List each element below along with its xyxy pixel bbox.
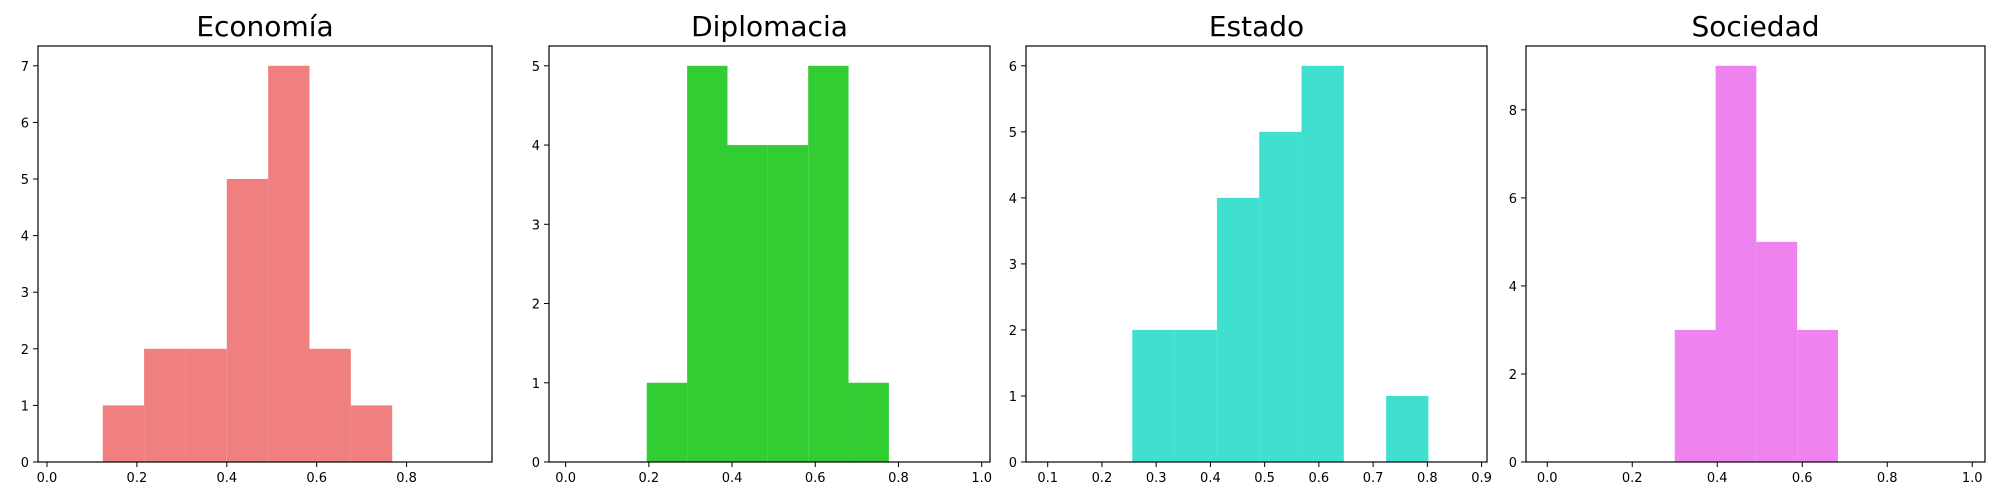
axes-frame <box>548 45 991 463</box>
y-tick-label: 5 <box>532 60 540 75</box>
y-tick-label: 6 <box>21 116 29 131</box>
x-tick-label: 0.4 <box>722 471 743 486</box>
x-tick-label: 0.8 <box>888 471 909 486</box>
x-tick-label: 0.6 <box>306 471 327 486</box>
panel-title: Estado <box>1209 10 1304 43</box>
y-tick-label: 2 <box>21 343 29 358</box>
panel-title: Sociedad <box>1691 10 1819 43</box>
x-tick-label: 0.7 <box>1363 471 1384 486</box>
y-tick-label: 2 <box>1009 324 1017 339</box>
y-tick-label: 6 <box>1509 192 1517 207</box>
y-tick-label: 4 <box>1509 280 1517 295</box>
x-tick-label: 0.8 <box>396 471 417 486</box>
histogram-bar <box>309 348 351 462</box>
x-tick-label: 0.6 <box>1309 471 1330 486</box>
x-tick-label: 0.4 <box>216 471 237 486</box>
y-tick-label: 0 <box>532 456 540 471</box>
histogram-bar <box>1174 329 1217 462</box>
histogram-bar <box>1132 329 1175 462</box>
histogram-bar <box>185 348 227 462</box>
y-tick-label: 2 <box>532 298 540 313</box>
x-tick-label: 0.9 <box>1471 471 1492 486</box>
x-tick-label: 0.2 <box>1622 471 1643 486</box>
panel-diplomacia: Diplomacia 0.0 0.2 0.4 0.6 0.8 1.0 0 1 2 3 4 5 <box>532 10 992 486</box>
x-tick-label: 0.8 <box>1417 471 1438 486</box>
histogram-bar <box>1216 197 1260 462</box>
y-tick-label: 3 <box>532 218 540 233</box>
axes-frame <box>1025 45 1488 463</box>
x-tick-label: 0.6 <box>805 471 826 486</box>
histogram-bar <box>1756 241 1798 462</box>
histogram-bar <box>808 65 849 463</box>
y-tick-label: 4 <box>532 139 540 154</box>
y-tick-label: 1 <box>21 399 29 414</box>
panel-estado: Estado 0.1 0.2 0.3 0.4 0.5 0.6 0.7 0.8 0.9 0 1 2 3 4 5… <box>1009 10 1492 486</box>
x-tick-label: 0.0 <box>37 471 58 486</box>
x-tick-label: 0.4 <box>1707 471 1728 486</box>
y-tick-label: 3 <box>1009 258 1017 273</box>
y-tick-label: 5 <box>21 173 29 188</box>
y-tick-label: 0 <box>21 456 29 471</box>
y-tick-label: 2 <box>1509 368 1517 383</box>
y-tick-label: 0 <box>1009 456 1017 471</box>
x-tick-label: 0.3 <box>1146 471 1167 486</box>
x-tick-label: 0.2 <box>127 471 148 486</box>
panel-sociedad: Sociedad 0.0 0.2 0.4 0.6 0.8 1.0 0 2 4 6 8 <box>1509 10 1986 486</box>
histogram-bar <box>1715 65 1757 463</box>
panel-economia: Economía 0.0 0.2 0.4 0.6 0.8 0 1 2 3 4 5 6 7 <box>21 10 493 486</box>
y-tick-label: 4 <box>1009 192 1017 207</box>
histogram-bar <box>848 382 889 462</box>
y-tick-label: 1 <box>532 377 540 392</box>
y-tick-label: 1 <box>1009 390 1017 405</box>
histogram-bar <box>1797 329 1838 462</box>
y-tick-label: 7 <box>21 60 29 75</box>
x-tick-label: 0.6 <box>1792 471 1813 486</box>
x-tick-label: 0.0 <box>1537 471 1558 486</box>
histogram-bar <box>226 179 269 462</box>
x-tick-label: 0.5 <box>1254 471 1275 486</box>
histogram-bar <box>767 145 809 463</box>
y-tick-label: 6 <box>1009 60 1017 75</box>
x-tick-label: 0.2 <box>639 471 660 486</box>
histogram-bar <box>268 65 310 463</box>
y-tick-label: 3 <box>21 286 29 301</box>
histogram-bar <box>687 65 728 463</box>
x-tick-label: 1.0 <box>1962 471 1983 486</box>
y-tick-label: 8 <box>1509 104 1517 119</box>
histogram-bar <box>646 382 688 462</box>
x-tick-label: 1.0 <box>971 471 992 486</box>
x-tick-label: 0.4 <box>1200 471 1221 486</box>
panel-title: Diplomacia <box>691 10 848 43</box>
panel-title: Economía <box>196 10 333 43</box>
y-tick-label: 4 <box>21 230 29 245</box>
x-tick-label: 0.2 <box>1092 471 1113 486</box>
histogram-bar <box>144 348 186 462</box>
x-tick-label: 0.0 <box>555 471 576 486</box>
histogram-bar <box>1301 65 1344 463</box>
axes-frame <box>1525 45 1986 463</box>
axes-frame <box>37 45 493 463</box>
histogram-bar <box>1386 395 1429 462</box>
y-tick-label: 0 <box>1509 456 1517 471</box>
histogram-bar <box>102 405 145 462</box>
histogram-bar <box>727 145 768 463</box>
histogram-bar <box>1259 131 1302 463</box>
histogram-bar <box>350 405 393 462</box>
histogram-bar <box>1674 329 1716 462</box>
y-tick-label: 5 <box>1009 126 1017 141</box>
x-tick-label: 0.1 <box>1037 471 1058 486</box>
x-tick-label: 0.8 <box>1877 471 1898 486</box>
